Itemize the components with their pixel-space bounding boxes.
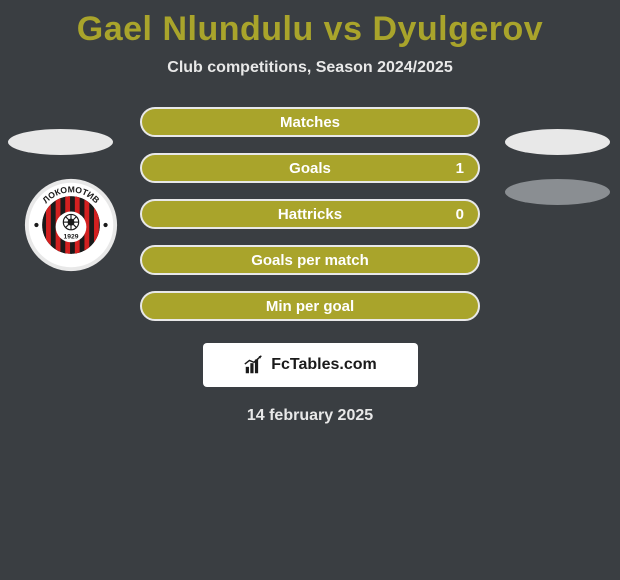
- stat-label: Hattricks: [278, 206, 342, 223]
- club-logo: ЛОКОМОТИВ СОФИЯ: [23, 177, 119, 273]
- comparison-subtitle: Club competitions, Season 2024/2025: [0, 59, 620, 77]
- stat-value: 0: [456, 206, 464, 223]
- stat-bar-goals: Goals 1: [140, 153, 480, 183]
- player2-oval-1: [505, 129, 610, 155]
- comparison-date: 14 february 2025: [0, 407, 620, 425]
- branding-text: FcTables.com: [271, 356, 377, 374]
- stat-value: 1: [456, 160, 464, 177]
- stat-bars: Matches Goals 1 Hattricks 0 Goals per ma…: [140, 107, 480, 321]
- logo-year: 1929: [64, 233, 79, 240]
- stat-bar-hattricks: Hattricks 0: [140, 199, 480, 229]
- stat-label: Matches: [280, 114, 340, 131]
- branding-badge: FcTables.com: [203, 343, 418, 387]
- stat-bar-goals-per-match: Goals per match: [140, 245, 480, 275]
- stat-bar-min-per-goal: Min per goal: [140, 291, 480, 321]
- comparison-title: Gael Nlundulu vs Dyulgerov: [0, 0, 620, 49]
- stat-label: Goals per match: [251, 252, 369, 269]
- stat-label: Min per goal: [266, 298, 354, 315]
- stat-bar-matches: Matches: [140, 107, 480, 137]
- stat-label: Goals: [289, 160, 331, 177]
- branding-chart-icon: [243, 354, 265, 376]
- player2-oval-2: [505, 179, 610, 205]
- badge-section: ЛОКОМОТИВ СОФИЯ: [0, 107, 620, 321]
- player1-oval: [8, 129, 113, 155]
